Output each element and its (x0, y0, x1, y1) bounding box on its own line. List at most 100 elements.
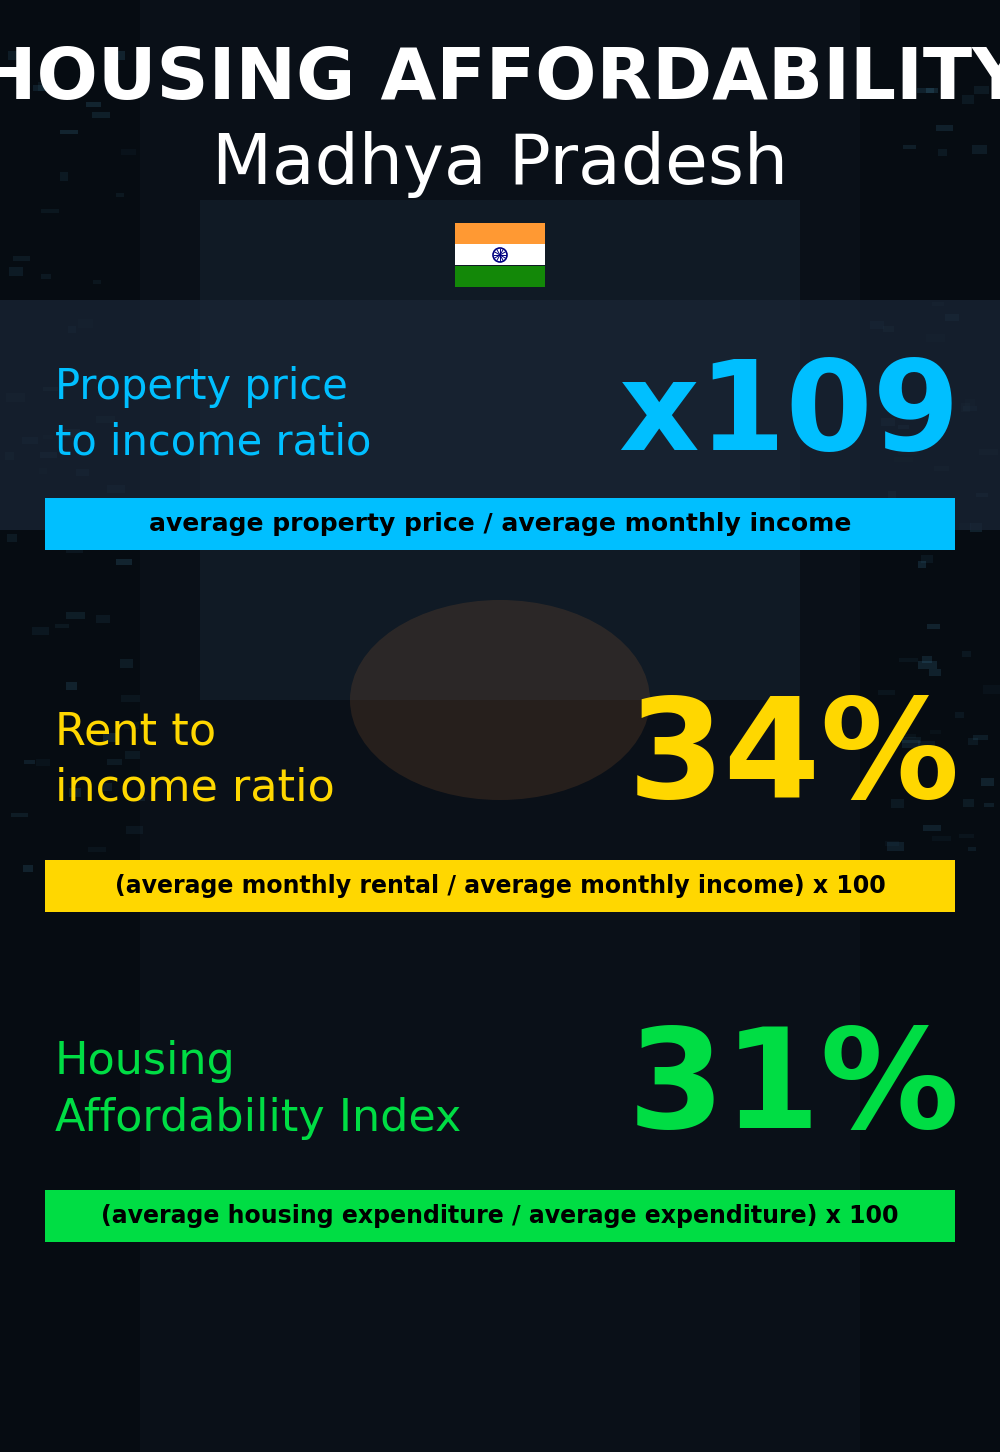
Bar (121, 150, 136, 155)
Bar (898, 425, 909, 428)
Text: 34%: 34% (628, 693, 960, 828)
Bar (887, 388, 896, 396)
Bar (11, 813, 28, 817)
Bar (959, 523, 971, 530)
Bar (68, 327, 76, 333)
Bar (932, 302, 944, 306)
Bar (107, 90, 126, 94)
Bar (66, 611, 85, 619)
Text: (average monthly rental / average monthly income) x 100: (average monthly rental / average monthl… (115, 874, 885, 897)
Bar (927, 624, 940, 629)
Bar (116, 193, 124, 197)
Bar (23, 865, 33, 873)
Bar (959, 833, 974, 838)
Bar (45, 1191, 955, 1241)
Bar (64, 428, 80, 437)
Bar (918, 560, 926, 568)
Bar (870, 321, 884, 330)
Bar (937, 876, 949, 880)
Bar (41, 274, 51, 279)
Bar (60, 171, 68, 182)
Bar (45, 498, 955, 550)
Bar (32, 627, 49, 635)
Bar (918, 661, 937, 669)
Bar (92, 112, 110, 118)
Bar (894, 518, 905, 526)
Bar (962, 94, 974, 105)
Bar (121, 696, 140, 701)
Bar (107, 485, 125, 494)
Bar (887, 842, 904, 851)
Bar (96, 417, 115, 423)
Bar (965, 399, 975, 407)
Bar (903, 145, 916, 150)
Bar (45, 860, 955, 912)
Bar (103, 733, 118, 742)
Bar (981, 778, 994, 786)
Bar (40, 452, 57, 457)
Bar (83, 876, 96, 880)
Bar (973, 735, 988, 741)
Bar (88, 847, 106, 852)
Bar (885, 841, 899, 847)
Bar (36, 759, 50, 767)
Text: average property price / average monthly income: average property price / average monthly… (149, 513, 851, 536)
Bar (107, 759, 122, 765)
Bar (200, 200, 800, 700)
Bar (938, 150, 947, 155)
Bar (76, 469, 89, 476)
Bar (7, 534, 17, 542)
Bar (66, 546, 83, 553)
Bar (9, 267, 23, 276)
Bar (129, 797, 145, 802)
Bar (901, 524, 912, 531)
Bar (33, 86, 47, 91)
Bar (891, 799, 904, 807)
Bar (934, 466, 949, 470)
Bar (96, 616, 110, 623)
Bar (78, 319, 93, 328)
Bar (962, 650, 971, 656)
Bar (963, 407, 977, 411)
Bar (455, 266, 545, 287)
Bar (860, 0, 1000, 1452)
Bar (888, 491, 896, 499)
Bar (963, 799, 974, 807)
Bar (929, 669, 941, 677)
Bar (979, 449, 998, 454)
Bar (126, 826, 143, 833)
Bar (69, 889, 85, 892)
Bar (983, 685, 1000, 694)
Bar (38, 81, 52, 91)
Bar (93, 280, 101, 285)
Bar (945, 314, 959, 321)
Bar (116, 559, 132, 565)
Bar (961, 404, 970, 412)
Bar (930, 730, 941, 735)
Text: HOUSING AFFORDABILITY: HOUSING AFFORDABILITY (0, 45, 1000, 115)
Text: x109: x109 (618, 354, 960, 475)
Bar (126, 515, 140, 523)
Bar (926, 334, 945, 343)
Bar (41, 209, 59, 213)
Bar (922, 656, 932, 664)
Bar (930, 865, 940, 873)
Bar (976, 494, 988, 497)
Bar (69, 788, 81, 797)
Bar (0, 0, 140, 1452)
Bar (968, 738, 978, 745)
Bar (117, 51, 125, 60)
Ellipse shape (350, 600, 650, 800)
Bar (455, 224, 545, 244)
Bar (66, 682, 77, 690)
Bar (926, 89, 938, 93)
Bar (970, 523, 982, 531)
Bar (39, 468, 47, 473)
Bar (13, 256, 30, 261)
Bar (902, 738, 921, 743)
Bar (120, 659, 133, 668)
Bar (55, 624, 69, 629)
Bar (905, 735, 916, 738)
Bar (24, 759, 35, 764)
Text: Madhya Pradesh: Madhya Pradesh (212, 132, 788, 199)
